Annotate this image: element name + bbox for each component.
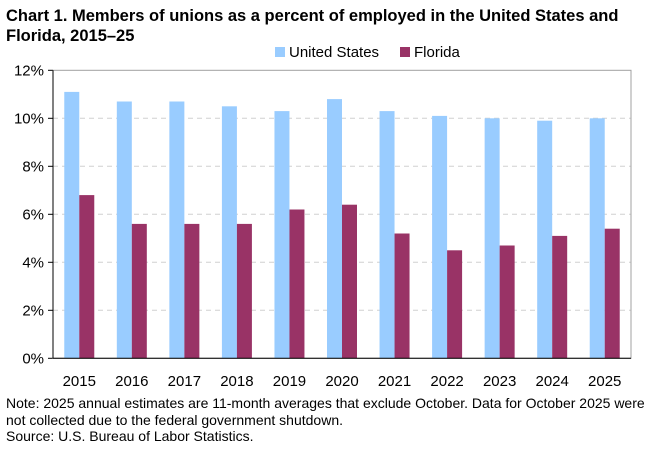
y-tick-label: 2%: [22, 302, 44, 319]
bar-united-states-2016: [116, 101, 132, 359]
x-tick-label: 2023: [483, 373, 516, 390]
bar-florida-2020: [342, 204, 357, 359]
bar-florida-2023: [499, 245, 515, 359]
x-tick-label: 2018: [220, 373, 253, 390]
x-tick-label: 2022: [430, 373, 463, 390]
bar-united-states-2023: [484, 118, 500, 359]
bar-united-states-2025: [589, 118, 605, 359]
legend-swatch-1: [400, 47, 410, 57]
bar-united-states-2024: [537, 120, 553, 359]
legend-label-1: Florida: [414, 44, 461, 61]
bar-united-states-2020: [327, 99, 342, 359]
bar-united-states-2022: [432, 115, 448, 359]
y-tick-label: 4%: [22, 254, 44, 271]
bar-united-states-2021: [379, 111, 395, 359]
y-tick-label: 12%: [14, 62, 44, 79]
x-tick-label: 2025: [588, 373, 621, 390]
x-tick-label: 2016: [115, 373, 148, 390]
x-tick-label: 2017: [168, 373, 201, 390]
legend-swatch-0: [275, 47, 285, 57]
bar-florida-2022: [447, 250, 463, 359]
x-tick-label: 2021: [378, 373, 411, 390]
bar-united-states-2017: [169, 101, 185, 359]
chart-note: Note: 2025 annual estimates are 11-month…: [6, 395, 656, 445]
bar-florida-2015: [79, 195, 95, 359]
y-tick-label: 10%: [14, 110, 44, 127]
y-tick-label: 8%: [22, 158, 44, 175]
chart-title: Chart 1. Members of unions as a percent …: [6, 7, 619, 45]
bar-united-states-2015: [64, 91, 80, 359]
x-tick-label: 2024: [535, 373, 568, 390]
x-tick-label: 2019: [273, 373, 306, 390]
legend-label-0: United States: [289, 44, 379, 61]
bar-united-states-2018: [221, 106, 237, 359]
note-text: Note: 2025 annual estimates are 11-month…: [6, 395, 645, 428]
bar-chart: 0% 2% 4% 6% 8% 10% 12% 2015 2016 2017 2018 2019 2020…: [14, 44, 632, 390]
bar-united-states-2019: [274, 111, 290, 359]
bar-florida-2018: [236, 223, 252, 359]
bar-florida-2019: [289, 209, 305, 359]
x-tick-label: 2020: [325, 373, 358, 390]
bar-florida-2025: [604, 228, 620, 359]
bar-florida-2016: [131, 223, 147, 359]
bar-florida-2021: [394, 233, 410, 359]
y-tick-label: 0%: [22, 350, 44, 367]
source-text: Source: U.S. Bureau of Labor Statistics.: [6, 428, 254, 444]
bar-florida-2017: [184, 223, 200, 359]
bar-florida-2024: [552, 235, 568, 359]
y-tick-label: 6%: [22, 206, 44, 223]
x-tick-label: 2015: [63, 373, 96, 390]
